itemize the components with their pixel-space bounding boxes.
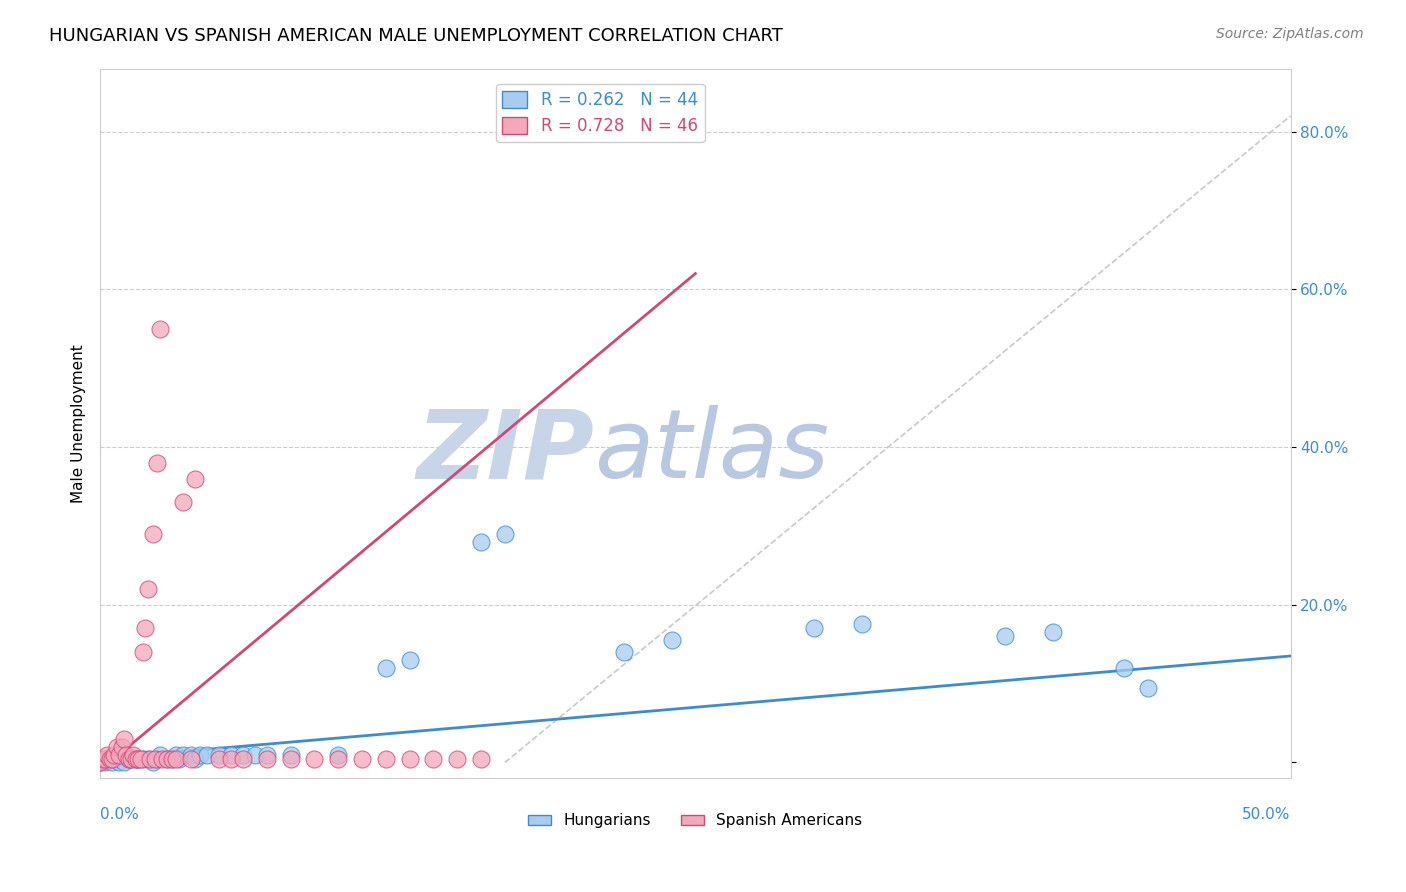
Point xyxy=(149,322,172,336)
Point xyxy=(1042,625,1064,640)
Text: 50.0%: 50.0% xyxy=(1243,806,1291,822)
Point xyxy=(328,747,350,762)
Point xyxy=(156,751,179,765)
Point xyxy=(851,617,873,632)
Point xyxy=(149,747,172,762)
Point xyxy=(232,751,254,765)
Point xyxy=(232,747,254,762)
Point xyxy=(120,751,142,765)
Point xyxy=(105,739,128,754)
Point xyxy=(208,751,231,765)
Point xyxy=(994,629,1017,643)
Point xyxy=(374,661,396,675)
Point xyxy=(120,751,142,765)
Point xyxy=(172,495,194,509)
Point xyxy=(94,751,117,765)
Point xyxy=(280,751,302,765)
Point xyxy=(96,747,118,762)
Point xyxy=(141,526,163,541)
Point xyxy=(108,747,131,762)
Point xyxy=(89,756,111,770)
Point xyxy=(118,751,141,765)
Point xyxy=(172,747,194,762)
Point xyxy=(422,751,444,765)
Point xyxy=(103,747,125,762)
Point xyxy=(91,751,114,765)
Point xyxy=(156,751,179,765)
Point xyxy=(494,526,516,541)
Point xyxy=(160,751,183,765)
Y-axis label: Male Unemployment: Male Unemployment xyxy=(72,344,86,503)
Point xyxy=(146,751,169,765)
Point xyxy=(101,756,124,770)
Point xyxy=(98,751,121,765)
Text: ZIP: ZIP xyxy=(416,405,595,499)
Point xyxy=(132,645,155,659)
Point xyxy=(243,747,266,762)
Point xyxy=(374,751,396,765)
Point xyxy=(219,747,242,762)
Point xyxy=(256,751,278,765)
Point xyxy=(134,621,156,635)
Text: 0.0%: 0.0% xyxy=(100,806,139,822)
Point xyxy=(1112,661,1135,675)
Point xyxy=(132,751,155,765)
Point xyxy=(328,751,350,765)
Point xyxy=(112,756,135,770)
Point xyxy=(446,751,468,765)
Point xyxy=(160,751,183,765)
Point xyxy=(661,633,683,648)
Point xyxy=(129,751,152,765)
Point xyxy=(398,751,420,765)
Point xyxy=(125,751,148,765)
Point xyxy=(96,751,118,765)
Text: atlas: atlas xyxy=(595,405,830,499)
Point xyxy=(103,751,125,765)
Point xyxy=(122,747,145,762)
Point xyxy=(398,653,420,667)
Point xyxy=(195,747,218,762)
Point xyxy=(89,756,111,770)
Text: HUNGARIAN VS SPANISH AMERICAN MALE UNEMPLOYMENT CORRELATION CHART: HUNGARIAN VS SPANISH AMERICAN MALE UNEMP… xyxy=(49,27,783,45)
Point xyxy=(803,621,825,635)
Point xyxy=(304,751,326,765)
Point xyxy=(165,751,187,765)
Point xyxy=(139,751,162,765)
Point xyxy=(180,747,202,762)
Point xyxy=(167,751,190,765)
Point xyxy=(470,534,492,549)
Point xyxy=(1136,681,1159,695)
Point xyxy=(136,582,159,596)
Point xyxy=(165,747,187,762)
Point xyxy=(180,751,202,765)
Legend: Hungarians, Spanish Americans: Hungarians, Spanish Americans xyxy=(522,807,869,834)
Point xyxy=(125,751,148,765)
Point xyxy=(188,747,211,762)
Point xyxy=(118,751,141,765)
Point xyxy=(115,747,138,762)
Point xyxy=(184,472,207,486)
Point xyxy=(127,751,149,765)
Point xyxy=(141,756,163,770)
Point xyxy=(350,751,373,765)
Point xyxy=(127,751,149,765)
Point xyxy=(108,756,131,770)
Point xyxy=(470,751,492,765)
Point xyxy=(146,456,169,470)
Point xyxy=(219,751,242,765)
Point xyxy=(94,756,117,770)
Point xyxy=(143,751,166,765)
Point xyxy=(208,747,231,762)
Point xyxy=(150,751,173,765)
Point xyxy=(136,751,159,765)
Point xyxy=(101,751,124,765)
Point xyxy=(112,731,135,746)
Point xyxy=(256,747,278,762)
Text: Source: ZipAtlas.com: Source: ZipAtlas.com xyxy=(1216,27,1364,41)
Point xyxy=(184,751,207,765)
Point xyxy=(613,645,636,659)
Point xyxy=(280,747,302,762)
Point xyxy=(110,739,132,754)
